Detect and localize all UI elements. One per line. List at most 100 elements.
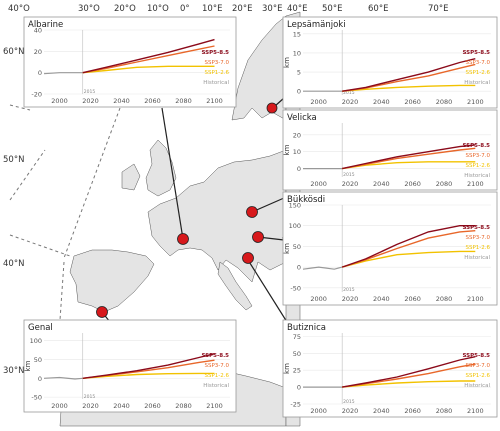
series-line-ssp1-2-6	[82, 65, 215, 74]
legend-label-historical: Historical	[464, 383, 490, 389]
x-tick-label: 2020	[342, 407, 359, 415]
land-britain	[145, 139, 177, 197]
y-axis-label: km	[283, 243, 291, 254]
leader-line-albarine	[161, 107, 184, 240]
lon-label: 40°E	[287, 4, 307, 14]
x-tick-label: 2040	[373, 98, 390, 106]
leader-line-butiznica	[247, 259, 293, 331]
legend-label-ssp5-8-5: SSP5-8.5	[201, 50, 229, 56]
x-tick-label: 2060	[144, 402, 161, 410]
legend-label-ssp1-2-6: SSP1-2.6	[465, 70, 490, 76]
x-tick-label: 2020	[82, 97, 99, 105]
panel-title: Butiznica	[287, 323, 326, 333]
panel-title: Bükkösdi	[287, 195, 325, 205]
y-axis-label: km	[283, 57, 291, 68]
legend-label-historical: Historical	[464, 255, 490, 261]
legend-label-ssp1-2-6: SSP1-2.6	[204, 373, 229, 379]
series-line-historical	[43, 72, 83, 75]
lat-label: 50°N	[3, 155, 24, 165]
dashed-line	[9, 149, 46, 201]
dashed-line	[63, 107, 121, 259]
x-tick-label: 2020	[342, 295, 359, 303]
x-tick-label: 2000	[310, 407, 327, 415]
x-tick-label: 2060	[404, 407, 421, 415]
x-tick-label: 2080	[436, 180, 453, 188]
legend-label-historical: Historical	[203, 383, 229, 389]
lon-label: 10°O	[147, 4, 169, 14]
start-year-label: 2015	[343, 287, 355, 293]
lon-label: 20°O	[114, 4, 136, 14]
y-tick-label: 20	[34, 48, 42, 56]
x-tick-label: 2100	[206, 97, 223, 105]
lat-label: 30°N	[3, 366, 24, 376]
panel-title: Lepsämänjoki	[287, 20, 346, 30]
site-marker-albarine	[177, 233, 189, 245]
site-marker-genal	[96, 306, 108, 318]
lat-label: 60°N	[3, 47, 24, 57]
legend-label-ssp3-7-0: SSP3-7.0	[465, 363, 490, 369]
y-tick-label: -25	[290, 401, 301, 409]
lon-label: 30°O	[78, 4, 100, 14]
site-marker-velicka	[246, 206, 258, 218]
y-tick-label: 0	[38, 69, 42, 77]
legend-label-ssp3-7-0: SSP3-7.0	[465, 153, 490, 159]
series-line-ssp1-2-6	[342, 84, 476, 92]
series-line-historical	[302, 266, 343, 270]
lat-label: 40°N	[3, 259, 24, 269]
legend-label-ssp1-2-6: SSP1-2.6	[204, 70, 229, 76]
y-tick-label: 50	[34, 356, 42, 364]
legend-label-ssp3-7-0: SSP3-7.0	[465, 235, 490, 241]
x-tick-label: 2060	[404, 295, 421, 303]
chart-panel-bukkosdi: -50 0 50 100 150 2000 2020 2040 2060 2080 2100 2015…	[282, 191, 498, 306]
y-axis-label: km	[283, 363, 291, 374]
land-iberia	[69, 249, 155, 313]
lon-label: 30°E	[262, 4, 282, 14]
series-line-ssp1-2-6	[342, 250, 476, 268]
lon-label: 70°E	[428, 4, 448, 14]
panel-frame	[23, 319, 237, 413]
y-axis-label: km	[24, 360, 32, 371]
x-tick-label: 2080	[436, 407, 453, 415]
x-tick-label: 2020	[82, 402, 99, 410]
y-tick-label: 75	[293, 333, 301, 341]
dashed-line	[9, 234, 71, 257]
land-ireland	[121, 163, 141, 191]
y-tick-label: 20	[293, 131, 301, 139]
start-year-label: 2015	[343, 90, 355, 96]
start-year-label: 2015	[84, 394, 96, 400]
legend-label-ssp3-7-0: SSP3-7.0	[204, 60, 229, 66]
y-tick-label: -20	[31, 91, 42, 99]
y-tick-label: 5	[297, 69, 301, 77]
panel-title: Velicka	[287, 113, 317, 123]
x-tick-label: 2040	[113, 402, 130, 410]
y-tick-label: 0	[297, 264, 301, 272]
start-year-label: 2015	[84, 89, 96, 95]
x-tick-label: 2000	[51, 97, 68, 105]
x-tick-label: 2060	[404, 98, 421, 106]
x-tick-label: 2100	[467, 180, 484, 188]
start-year-label: 2015	[343, 399, 355, 405]
panel-frame	[282, 191, 498, 306]
legend-label-historical: Historical	[464, 80, 490, 86]
x-tick-label: 2000	[310, 180, 327, 188]
legend-label-ssp5-8-5: SSP5-8.5	[462, 50, 490, 56]
x-tick-label: 2060	[404, 180, 421, 188]
lon-label: 0°	[180, 4, 190, 14]
series-line-ssp5-8-5	[82, 38, 215, 74]
chart-panel-velicka: 0 10 20 2000 2020 2040 2060 2080 2100 2015 Velicka…	[282, 109, 498, 191]
series-line-ssp3-7-0	[82, 45, 215, 74]
y-tick-label: 100	[289, 222, 301, 230]
x-tick-label: 2000	[310, 295, 327, 303]
legend-label-ssp5-8-5: SSP5-8.5	[462, 225, 490, 231]
y-tick-label: 40	[34, 27, 42, 35]
legend-label-ssp5-8-5: SSP5-8.5	[201, 353, 229, 359]
y-tick-label: 0	[297, 165, 301, 173]
x-tick-label: 2040	[373, 407, 390, 415]
x-tick-label: 2020	[342, 98, 359, 106]
y-tick-label: -50	[31, 394, 42, 402]
y-tick-label: -50	[290, 284, 301, 292]
y-tick-label: 15	[293, 30, 301, 38]
series-line-ssp5-8-5	[342, 58, 476, 92]
x-tick-label: 2040	[373, 180, 390, 188]
